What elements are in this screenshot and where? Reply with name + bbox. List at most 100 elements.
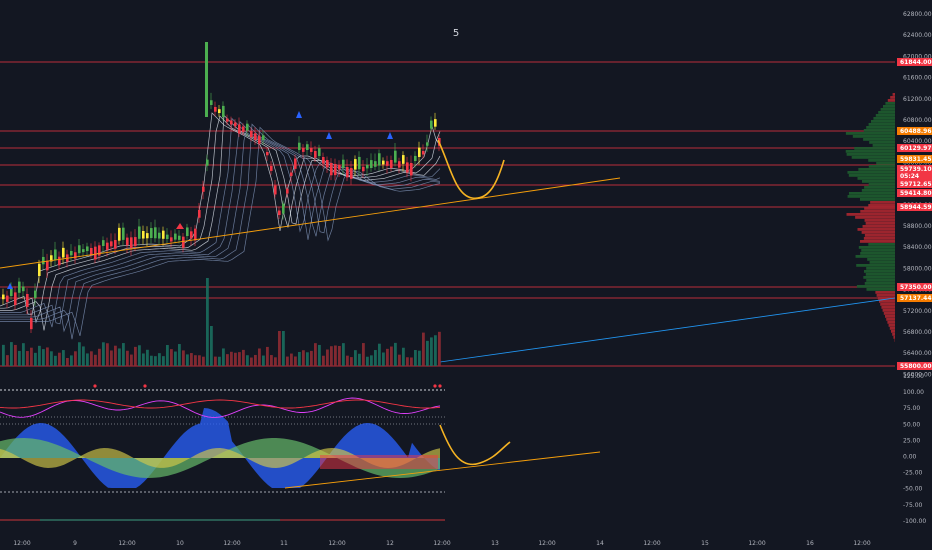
long-trendline: [439, 297, 896, 363]
time-axis[interactable]: 12:00 9 12:00 10 12:00 11 12:00 12 12:00 13 12:00 1…: [13, 540, 870, 547]
volume-bar: [58, 352, 61, 366]
volume-profile-bar: [888, 324, 895, 327]
candle-body: [346, 167, 349, 178]
volume-bar: [278, 331, 281, 366]
volume-bar: [86, 353, 89, 366]
volume-profile-bar: [847, 171, 895, 174]
volume-bar: [334, 345, 337, 366]
volume-profile-bar: [866, 288, 895, 291]
volume-profile-bar: [875, 291, 895, 294]
candle-body: [366, 164, 369, 169]
candle-body: [146, 233, 149, 239]
volume-bar: [22, 343, 25, 366]
candle-body: [246, 123, 249, 131]
candle-body: [270, 166, 273, 171]
volume-profile-bar: [872, 144, 895, 147]
volume-bar: [242, 349, 245, 366]
candle-body: [390, 160, 393, 168]
price-tag-label: 05:24: [900, 173, 919, 180]
time-tick-label: 16: [806, 540, 814, 547]
volume-bar: [338, 345, 341, 366]
candle-body: [294, 158, 297, 169]
osc-tick-label: 50.00: [903, 421, 920, 428]
candle-body: [350, 168, 353, 179]
volume-bar: [398, 354, 401, 366]
candle-body: [34, 290, 37, 298]
volume-profile-bar: [878, 111, 895, 114]
volume-bar: [298, 351, 301, 366]
volume-bars: [2, 278, 441, 366]
volume-bar: [246, 355, 249, 366]
volume-bar: [14, 344, 17, 366]
volume-bar: [154, 356, 157, 366]
volume-bar: [438, 331, 441, 366]
volume-bar: [430, 337, 433, 366]
volume-bar: [150, 355, 153, 366]
candle-body: [394, 150, 397, 163]
volume-bar: [434, 335, 437, 366]
volume-profile-bar: [864, 282, 895, 285]
volume-bar: [50, 351, 53, 366]
price-tick-label: 56000.00: [903, 371, 932, 378]
candle-body: [98, 245, 101, 256]
volume-profile-bar: [876, 294, 895, 297]
candle-body: [38, 263, 41, 276]
volume-profile-bar: [864, 207, 895, 210]
candle-body: [434, 119, 437, 127]
candle-body: [46, 260, 49, 271]
volume-bar: [74, 351, 77, 366]
volume-profile-bar: [846, 213, 895, 216]
volume-profile-bar: [845, 150, 895, 153]
volume-profile-bar: [861, 231, 895, 234]
volume-profile-bar: [868, 159, 895, 162]
time-tick-label: 10: [176, 540, 184, 547]
price-tag: [897, 203, 932, 211]
volume-bar: [2, 344, 5, 366]
volume-bar: [174, 351, 177, 366]
oscillator-axis[interactable]: 125.00 100.00 75.00 50.00 25.00 0.00 -25.00 -50…: [903, 373, 926, 525]
volume-bar: [238, 352, 241, 366]
volume-bar: [426, 340, 429, 366]
candle-body: [378, 153, 381, 166]
volume-bar: [250, 357, 253, 366]
volume-bar: [26, 351, 29, 366]
ribbon-line: [0, 124, 441, 333]
osc-tick-label: -25.00: [903, 470, 923, 477]
candle-body: [358, 156, 361, 170]
volume-bar: [98, 348, 101, 366]
volume-bar: [354, 350, 357, 366]
volume-bar: [210, 326, 213, 366]
volume-profile-bar: [883, 312, 895, 315]
volume-bar: [402, 347, 405, 366]
osc-tick-label: 125.00: [903, 373, 924, 380]
volume-bar: [374, 350, 377, 366]
candle-body: [106, 242, 109, 250]
candle-body: [262, 135, 265, 140]
volume-profile-bar: [846, 153, 895, 156]
osc-tick-label: -50.00: [903, 486, 923, 493]
volume-profile-bar: [857, 228, 895, 231]
volume-profile-bar: [845, 132, 895, 135]
volume-bar: [414, 350, 417, 366]
volume-profile-bar: [863, 276, 895, 279]
candle-body: [222, 105, 225, 117]
volume-bar: [118, 348, 121, 366]
volume-bar: [186, 354, 189, 366]
candle-body: [118, 227, 121, 241]
volume-bar: [282, 331, 285, 366]
time-tick-label: 15: [701, 540, 709, 547]
volume-profile-bar: [867, 258, 895, 261]
price-projection-curve: [437, 139, 505, 199]
volume-bar: [166, 345, 169, 366]
volume-profile-bar: [868, 243, 895, 246]
osc-red-band: [320, 455, 438, 469]
volume-bar: [182, 350, 185, 366]
price-axis[interactable]: 62800.00 62400.00 62000.00 61600.00 61200.00…: [897, 11, 932, 378]
volume-bar: [130, 354, 133, 366]
volume-bar: [422, 332, 425, 366]
osc-tick-label: -75.00: [903, 502, 923, 509]
volume-profile-bar: [890, 96, 895, 99]
volume-profile-bar: [862, 225, 895, 228]
